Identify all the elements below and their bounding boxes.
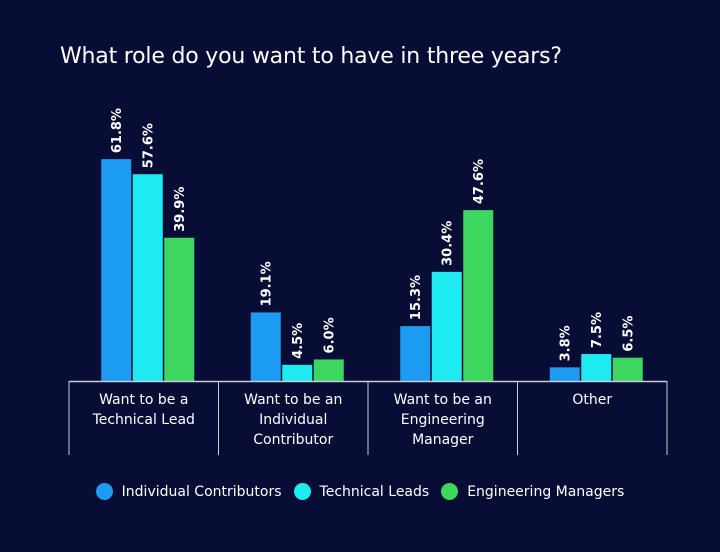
bar: [581, 354, 612, 381]
x-tick-label: Technical Lead: [92, 412, 195, 428]
data-label: 6.5%: [622, 316, 637, 352]
bar: [431, 271, 462, 381]
legend-dot-icon: [95, 483, 113, 500]
bar-chart: 61.8% 57.6% 39.9% Want to be a Technical Lea…: [68, 108, 668, 455]
bar: [313, 359, 344, 381]
data-label: 19.1%: [260, 261, 275, 306]
x-tick-label: Individual: [259, 412, 327, 428]
x-tick-label: Other: [572, 392, 612, 408]
data-label: 4.5%: [291, 323, 306, 359]
x-tick-label: Engineering: [401, 412, 485, 428]
x-tick-label: Want to be an: [244, 392, 342, 408]
data-label: 3.8%: [559, 325, 574, 361]
bar: [250, 312, 281, 381]
data-label: 39.9%: [173, 187, 188, 232]
chart-title: What role do you want to have in three y…: [60, 44, 562, 69]
bar: [463, 210, 494, 381]
legend-label: Engineering Managers: [467, 483, 625, 500]
legend-dot-icon: [293, 483, 311, 500]
data-label: 57.6%: [142, 123, 157, 168]
data-label: 15.3%: [409, 275, 424, 320]
legend-dot-icon: [441, 483, 459, 500]
bar: [282, 364, 313, 381]
data-label: 47.6%: [472, 159, 487, 204]
legend-item: Technical Leads: [293, 483, 430, 500]
legend-label: Individual Contributors: [121, 483, 282, 500]
bar: [101, 159, 132, 381]
bar: [132, 174, 163, 381]
bar: [612, 357, 643, 381]
x-tick-label: Want to be an: [394, 392, 492, 408]
x-tick-label: Manager: [412, 432, 474, 448]
legend-label: Technical Leads: [319, 483, 430, 500]
legend-item: Engineering Managers: [441, 483, 624, 500]
bar: [164, 237, 195, 381]
data-label: 61.8%: [110, 108, 125, 153]
legend: Individual Contributors Technical Leads En…: [0, 483, 720, 500]
bar: [549, 367, 580, 381]
data-label: 6.0%: [323, 317, 338, 353]
legend-item: Individual Contributors: [95, 483, 282, 500]
x-tick-label: Contributor: [253, 432, 333, 448]
bar: [400, 326, 431, 381]
x-tick-label: Want to be a: [99, 392, 188, 408]
data-label: 30.4%: [441, 221, 456, 266]
data-label: 7.5%: [590, 312, 605, 348]
